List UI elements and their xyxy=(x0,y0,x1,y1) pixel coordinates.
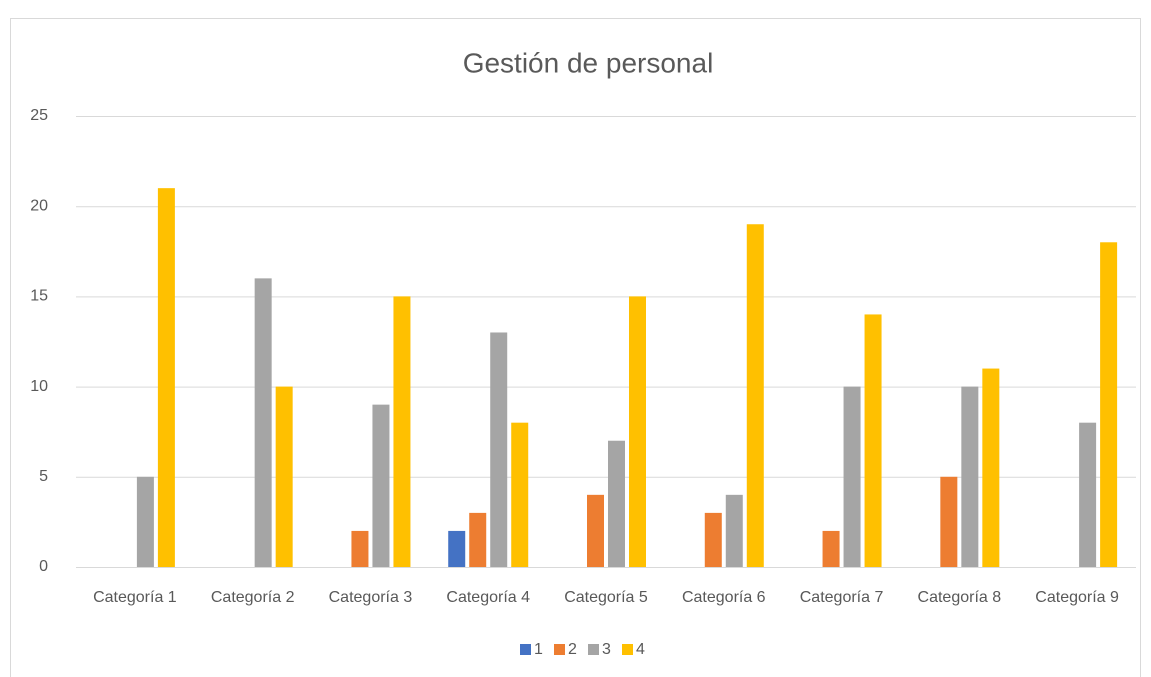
bar xyxy=(254,278,272,567)
legend-label: 3 xyxy=(602,641,611,658)
x-tick-label: Categoría 4 xyxy=(446,589,530,606)
x-tick-label: Categoría 2 xyxy=(211,589,295,606)
bar xyxy=(157,188,175,567)
y-tick-label: 5 xyxy=(39,468,48,485)
bar xyxy=(490,332,508,567)
legend-label: 1 xyxy=(534,641,543,658)
bar xyxy=(746,224,764,568)
bar xyxy=(587,494,604,567)
chart-border xyxy=(10,18,1141,677)
x-tick-label: Categoría 8 xyxy=(918,589,1002,606)
x-tick-label: Categoría 6 xyxy=(682,589,766,606)
bar xyxy=(608,440,625,567)
chart-title: Gestión de personal xyxy=(463,47,714,78)
legend-swatch xyxy=(588,644,599,655)
bar xyxy=(629,296,646,567)
bar xyxy=(704,512,722,567)
legend-swatch xyxy=(622,644,633,655)
x-tick-label: Categoría 3 xyxy=(329,589,413,606)
bar xyxy=(940,476,958,567)
bar xyxy=(393,296,411,567)
x-tick-label: Categoría 1 xyxy=(93,589,177,606)
bar xyxy=(448,530,466,567)
legend-swatch xyxy=(520,644,531,655)
y-tick-label: 25 xyxy=(30,107,48,124)
bar xyxy=(864,314,882,567)
legend-label: 2 xyxy=(568,641,577,658)
bar xyxy=(961,386,979,567)
bar xyxy=(843,386,861,567)
bar xyxy=(1100,242,1118,567)
y-tick-label: 15 xyxy=(30,288,48,305)
bar xyxy=(1079,422,1097,567)
bar xyxy=(725,494,743,567)
y-tick-label: 20 xyxy=(30,197,48,214)
bar xyxy=(136,476,154,567)
bar xyxy=(982,368,1000,567)
y-tick-label: 0 xyxy=(39,558,48,575)
bar xyxy=(469,512,487,567)
x-tick-label: Categoría 9 xyxy=(1035,589,1119,606)
bar xyxy=(511,422,529,567)
y-tick-label: 10 xyxy=(30,378,48,395)
bar xyxy=(372,404,390,567)
x-tick-label: Categoría 7 xyxy=(800,589,884,606)
bar xyxy=(351,530,369,567)
x-tick-label: Categoría 5 xyxy=(564,589,648,606)
legend-label: 4 xyxy=(636,641,645,658)
bar xyxy=(275,386,293,567)
legend-swatch xyxy=(554,644,565,655)
bar xyxy=(822,530,840,567)
